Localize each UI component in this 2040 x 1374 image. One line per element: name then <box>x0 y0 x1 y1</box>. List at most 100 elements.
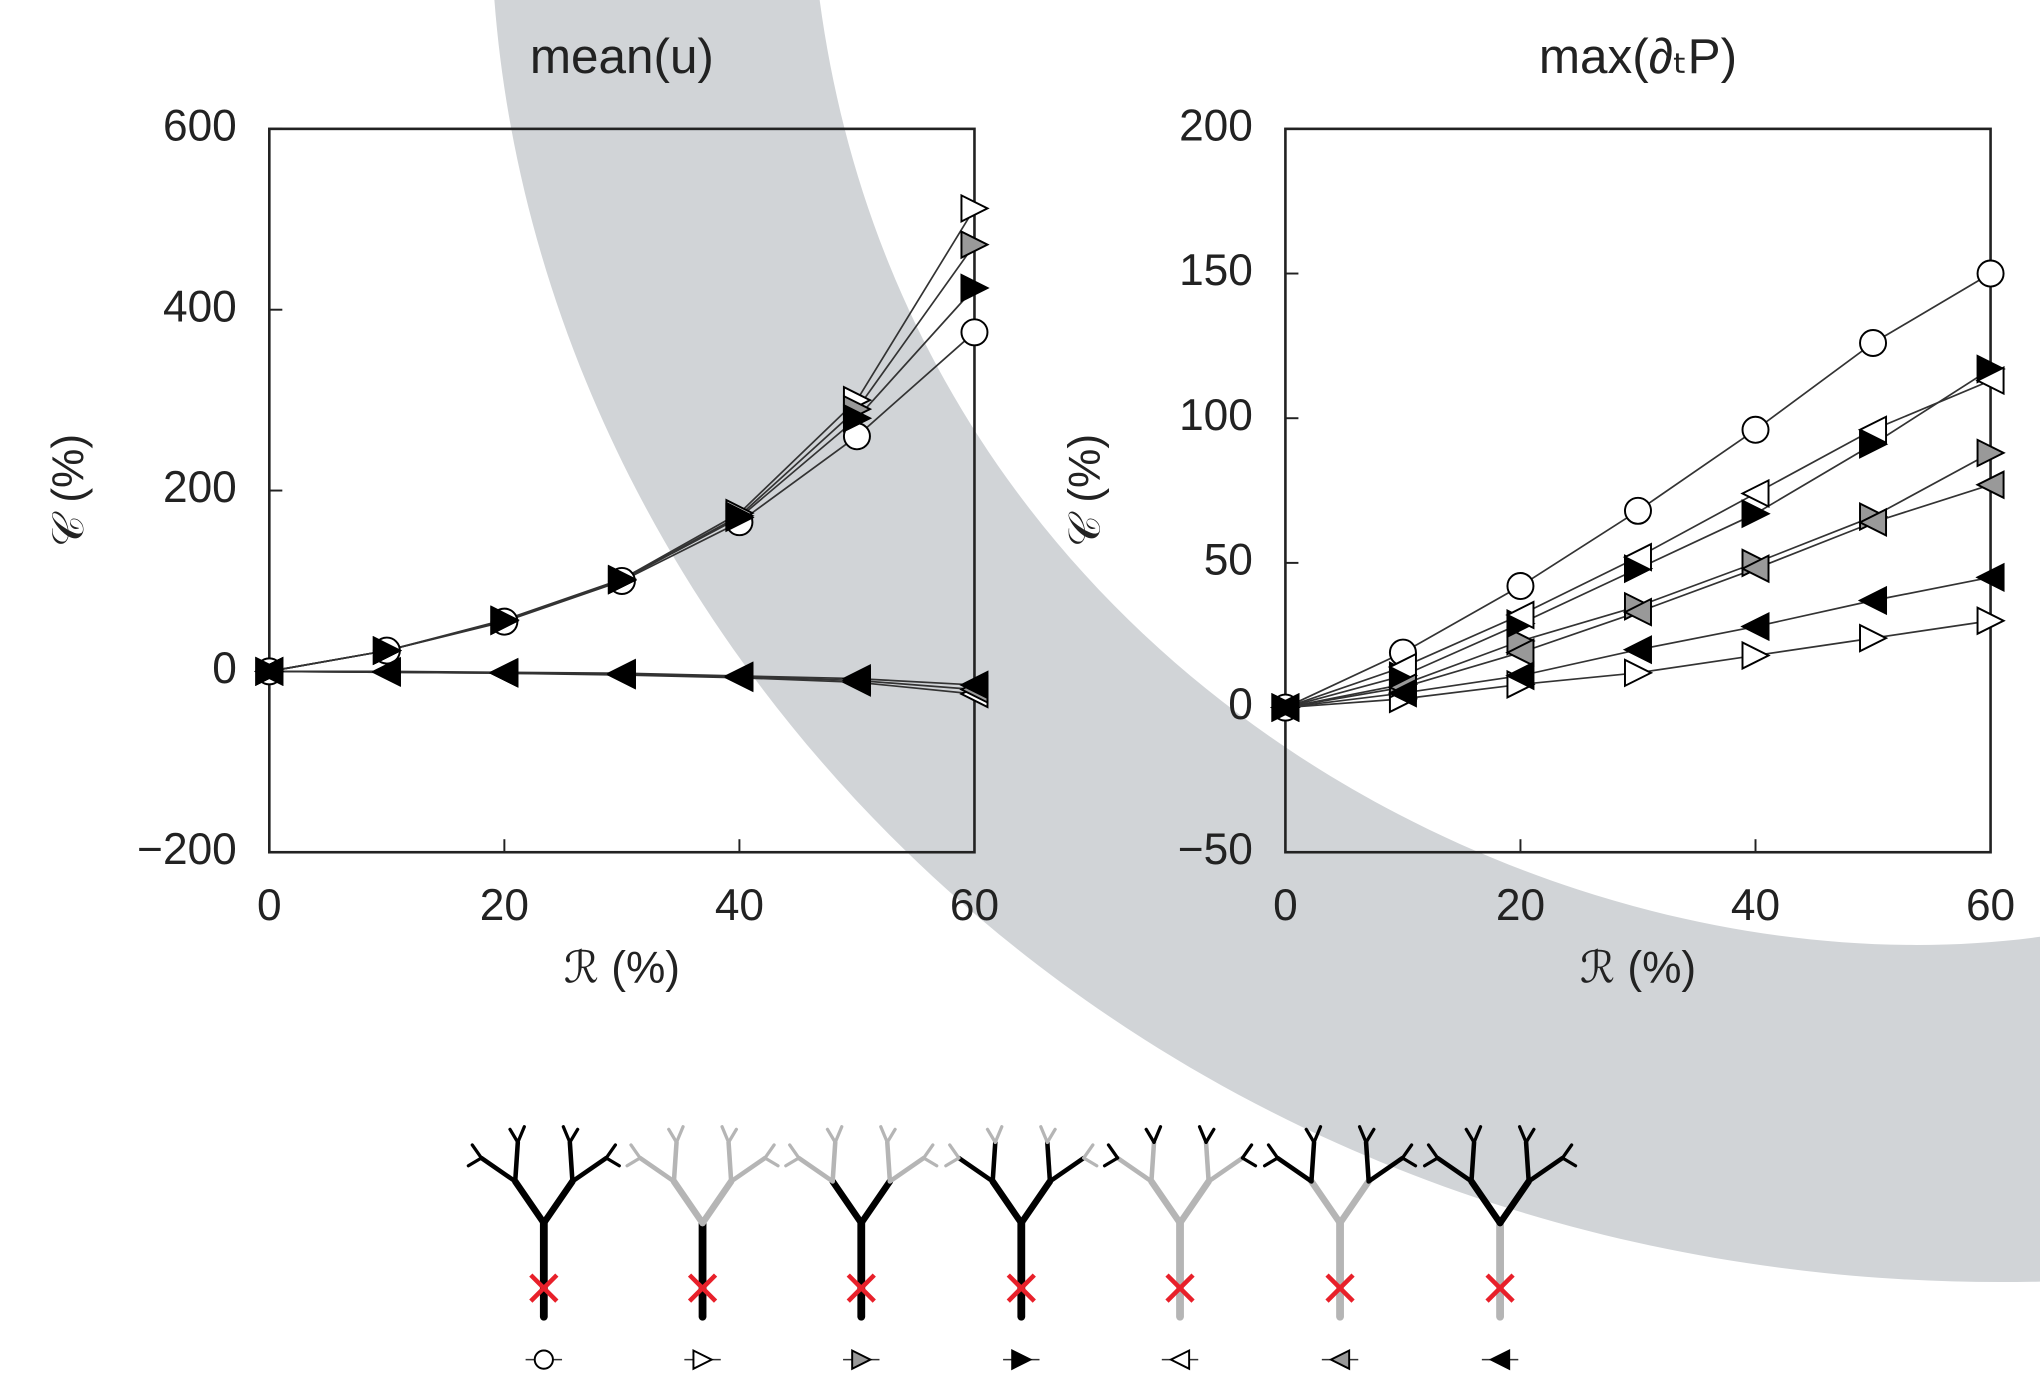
y-axis-label: 𝒞 (%) <box>1060 434 1109 547</box>
marker <box>1387 678 1417 708</box>
y-tick-label: 100 <box>1179 391 1253 440</box>
tree-branch <box>1468 1178 1504 1227</box>
chart-title: mean(u) <box>530 29 714 84</box>
tree-branch <box>570 1155 609 1184</box>
tree-branch <box>825 1127 837 1144</box>
tree-branch <box>726 1127 739 1144</box>
tree-branch <box>699 1178 735 1227</box>
tree-branch <box>1524 1127 1536 1144</box>
tree-branch <box>956 1155 995 1184</box>
tree-branch <box>512 1140 521 1184</box>
legend-marker <box>692 1348 714 1371</box>
marker <box>1270 692 1300 723</box>
tree-branch <box>625 1156 642 1168</box>
tree-branch <box>833 1125 844 1144</box>
background-arc <box>494 0 2040 1282</box>
y-tick-label: 0 <box>212 644 237 693</box>
marker <box>1741 640 1771 671</box>
tree-branch <box>985 1127 997 1144</box>
tree-branch <box>1464 1127 1476 1144</box>
tree-branch <box>516 1125 526 1144</box>
tree-branch <box>604 1156 621 1168</box>
tree-branch <box>674 1125 685 1144</box>
tree-branch <box>784 1156 801 1168</box>
x-axis-label: ℛ (%) <box>1580 943 1696 992</box>
tree-branch <box>1152 1125 1163 1144</box>
tree-branch <box>1363 1140 1371 1184</box>
tree-branch <box>990 1140 998 1184</box>
marker <box>1975 562 2005 592</box>
tree-branch <box>1336 1178 1372 1227</box>
tree-branch <box>479 1155 518 1184</box>
marker <box>959 670 989 700</box>
marker <box>1622 542 1652 572</box>
marker <box>1505 661 1535 691</box>
marker <box>1387 652 1417 682</box>
tree-branch <box>1435 1155 1474 1184</box>
tree-branch <box>604 1143 618 1160</box>
marker <box>254 656 284 686</box>
tree-branch <box>879 1125 889 1144</box>
tree-branch <box>885 1140 893 1184</box>
tree-branch <box>1357 1125 1368 1144</box>
marker <box>1976 438 2006 468</box>
x-tick-label: 20 <box>1496 881 1545 930</box>
marker <box>960 273 990 303</box>
marker <box>841 664 871 694</box>
marker <box>1976 606 2006 636</box>
marker <box>606 658 636 688</box>
tree-branch <box>1204 1127 1216 1144</box>
legend-marker <box>1488 1348 1511 1371</box>
tree-branch <box>1308 1178 1344 1227</box>
tree-branch <box>720 1125 731 1144</box>
tree-branch <box>944 1156 961 1168</box>
marker <box>724 661 754 691</box>
tree-branch <box>1266 1143 1280 1160</box>
tree-branch <box>993 1125 1004 1144</box>
tree-branch <box>989 1178 1025 1227</box>
marker <box>489 657 519 687</box>
tree-branch <box>1240 1143 1254 1160</box>
legend-marker <box>1011 1348 1033 1371</box>
tree-branch <box>1106 1143 1120 1160</box>
lesion-mark <box>1485 1273 1515 1303</box>
tree-branch <box>1115 1155 1154 1184</box>
legend-marker <box>851 1348 873 1371</box>
x-tick-label: 40 <box>1731 881 1780 930</box>
tree-branch <box>561 1125 572 1144</box>
marker <box>1740 478 1770 509</box>
lesion-mark <box>687 1273 718 1303</box>
tree-branch <box>1400 1143 1414 1160</box>
marker <box>1623 496 1652 525</box>
x-tick-label: 60 <box>1966 881 2015 930</box>
lesion-mark <box>846 1273 876 1303</box>
x-axis-label: ℛ (%) <box>564 943 680 992</box>
marker <box>960 318 989 347</box>
tree-branch <box>1148 1178 1184 1227</box>
tree-branch <box>1203 1140 1211 1184</box>
tree-branch <box>1312 1125 1323 1144</box>
y-tick-label: 150 <box>1179 246 1253 295</box>
marker <box>1976 259 2005 288</box>
tree-branch <box>511 1178 548 1227</box>
marker <box>1857 585 1888 616</box>
tree-branch <box>1526 1155 1565 1184</box>
marker <box>1622 597 1652 627</box>
y-tick-label: −50 <box>1178 825 1253 874</box>
chart-title: max(∂ₜP) <box>1539 29 1737 84</box>
tree-branch <box>922 1143 935 1160</box>
marker <box>1740 611 1770 642</box>
marker <box>1741 415 1770 444</box>
tree-branch <box>1560 1156 1578 1168</box>
marker <box>1506 572 1535 601</box>
tree-branch <box>796 1155 835 1184</box>
tree-branch <box>763 1156 780 1168</box>
y-tick-label: 200 <box>1179 102 1253 151</box>
tree-branch <box>1523 1140 1531 1184</box>
tree-branch <box>1039 1125 1049 1144</box>
plot-frame <box>1284 127 1992 854</box>
marker <box>960 193 990 224</box>
tree-branch <box>1176 1178 1212 1227</box>
tree-branch <box>1496 1178 1532 1227</box>
tree-branch <box>1045 1140 1053 1184</box>
